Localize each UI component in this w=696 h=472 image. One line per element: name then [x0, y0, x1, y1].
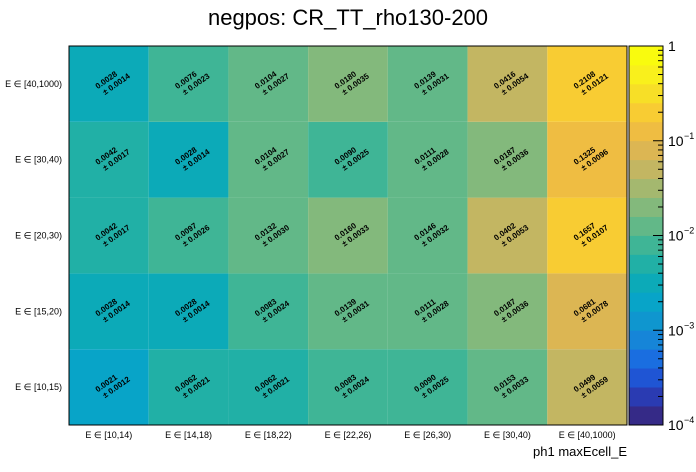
heatmap-cell — [228, 197, 309, 274]
y-tick-label: E ∈ [15,20) — [15, 306, 62, 316]
heatmap-cell — [148, 121, 229, 198]
x-tick-label: E ∈ [10,14) — [85, 430, 132, 440]
y-tick-label: E ∈ [30,40) — [15, 155, 62, 165]
heatmap-cell — [467, 273, 548, 350]
color-scale-swatch — [629, 273, 663, 293]
heatmap-cell — [228, 273, 309, 350]
plot-frame — [68, 45, 628, 426]
color-scale-swatch — [629, 235, 663, 255]
heatmap-cell — [547, 273, 627, 350]
color-scale-exponent: −2 — [684, 226, 694, 236]
x-tick-label: E ∈ [40,1000) — [559, 430, 616, 440]
x-axis-ticks: E ∈ [10,14) E ∈ [14,18) E ∈ [18,22) E ∈ [22… — [85, 430, 615, 440]
heatmap-cell — [228, 121, 309, 198]
heatmap-cell — [547, 197, 627, 274]
heatmap-cell — [387, 273, 468, 350]
color-scale-swatch — [629, 46, 663, 66]
heatmap-cell — [467, 197, 548, 274]
x-tick-label: E ∈ [30,40) — [484, 430, 531, 440]
heatmap-cell — [148, 349, 229, 425]
heatmap-cell — [308, 349, 388, 425]
y-axis-ticks: E ∈ [10,15) E ∈ [15,20) E ∈ [20,30) E ∈ [30… — [5, 79, 62, 392]
heatmap-cell — [387, 46, 468, 122]
heatmap-cell — [69, 273, 149, 350]
y-tick-label: E ∈ [10,15) — [15, 382, 62, 392]
heatmap-cell — [308, 121, 388, 198]
color-scale-swatch — [629, 197, 663, 217]
chart-title: negpos: CR_TT_rho130-200 — [208, 5, 488, 30]
color-scale-label: 10 — [668, 228, 684, 244]
color-scale-label: 10 — [668, 133, 684, 149]
y-tick-label: E ∈ [40,1000) — [5, 79, 62, 89]
heatmap-cell — [387, 349, 468, 425]
color-scale-label: 10 — [668, 417, 684, 433]
color-scale-swatch — [629, 121, 663, 142]
x-tick-label: E ∈ [22,26) — [325, 430, 372, 440]
color-scale-exponent: −3 — [684, 320, 694, 330]
color-scale-swatch — [629, 406, 663, 426]
color-scale-swatch — [629, 64, 663, 85]
color-scale-swatch — [629, 349, 663, 369]
heatmap-cell — [69, 46, 149, 122]
heatmap-cell — [69, 197, 149, 274]
color-scale-label: 1 — [668, 38, 676, 54]
heatmap-cell — [148, 197, 229, 274]
heatmap-cell — [308, 46, 388, 122]
x-tick-label: E ∈ [26,30) — [404, 430, 451, 440]
heatmap-cell — [148, 46, 229, 122]
x-axis-label: ph1 maxEcell_E — [533, 444, 627, 459]
x-tick-label: E ∈ [14,18) — [165, 430, 212, 440]
heatmap-cell — [308, 273, 388, 350]
heatmap-cell — [228, 349, 309, 425]
color-scale-swatch — [629, 83, 663, 104]
color-scale-swatch — [629, 102, 663, 123]
x-tick-label: E ∈ [18,22) — [245, 430, 292, 440]
heatmap-cell — [547, 121, 627, 198]
heatmap-cell — [467, 121, 548, 198]
heatmap-cell — [547, 349, 627, 425]
color-scale-swatch — [629, 292, 663, 312]
heatmap-cell — [467, 349, 548, 425]
color-scale-swatch — [629, 387, 663, 407]
heatmap-cell — [547, 46, 627, 122]
color-scale-exponent: −4 — [684, 415, 694, 425]
heatmap-cell — [387, 121, 468, 198]
color-scale-swatch — [629, 178, 663, 198]
color-scale-swatch — [629, 330, 663, 350]
heatmap-cell — [69, 349, 149, 425]
color-scale-swatch — [629, 368, 663, 388]
color-scale-swatch — [629, 311, 663, 331]
heatmap-cell — [467, 46, 548, 122]
heatmap-cell — [308, 197, 388, 274]
color-scale-exponent: −1 — [684, 131, 694, 141]
color-scale-swatch — [629, 140, 663, 161]
color-scale-label: 10 — [668, 322, 684, 338]
color-scale-bar: 110−110−210−310−4 — [628, 38, 694, 433]
heatmap-cell — [148, 273, 229, 350]
y-tick-label: E ∈ [20,30) — [15, 231, 62, 241]
color-scale-swatch — [629, 254, 663, 274]
heatmap-cell — [387, 197, 468, 274]
color-scale-swatch — [629, 216, 663, 236]
heatmap-cell — [228, 46, 309, 122]
heatmap-cells: 0.0021± 0.0012 0.0062± 0.0021 0.0062± 0.00… — [69, 46, 627, 425]
color-scale-swatch — [629, 159, 663, 180]
heatmap-cell — [69, 121, 149, 198]
